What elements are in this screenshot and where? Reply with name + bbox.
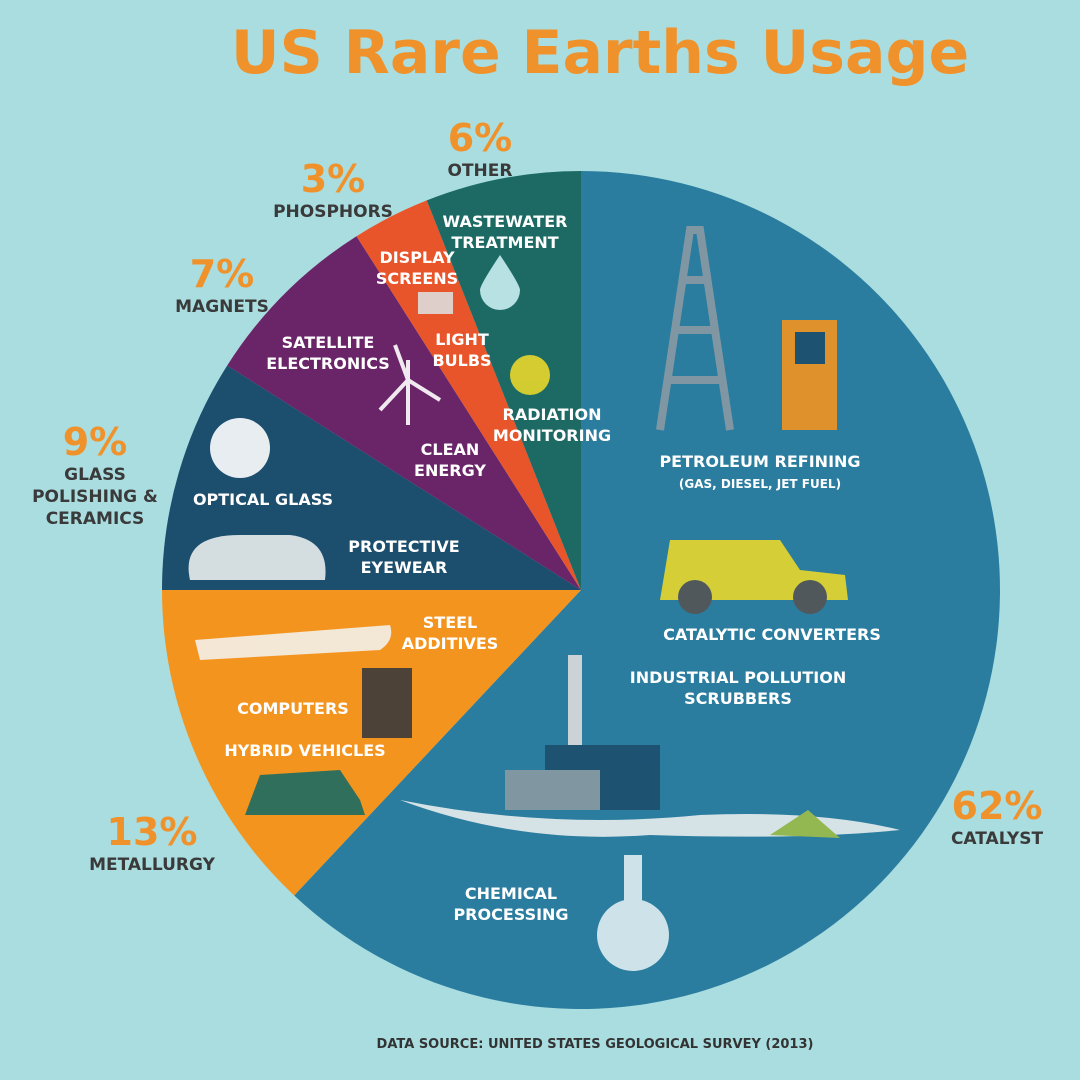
category-label: MAGNETS [175, 297, 269, 317]
pie-slice [227, 236, 581, 590]
pie-slice [356, 200, 581, 590]
annotation: WASTEWATER TREATMENT [442, 212, 568, 252]
annotation: LIGHT BULBS [432, 330, 492, 370]
value-label: 13% [106, 810, 198, 854]
value-label: 6% [447, 116, 513, 160]
pie-slice [162, 365, 581, 590]
annotation: DISPLAY SCREENS [375, 248, 459, 288]
value-label: 3% [300, 157, 366, 201]
annotation: CHEMICAL PROCESSING [453, 884, 569, 924]
annotation: STEEL ADDITIVES [401, 613, 499, 653]
value-label: 9% [62, 420, 128, 464]
chart-title: US Rare Earths Usage [230, 18, 970, 88]
annotation: (GAS, DIESEL, JET FUEL) [678, 477, 842, 491]
annotation: SATELLITE ELECTRONICS [266, 333, 390, 373]
category-label: GLASS POLISHING & CERAMICS [32, 465, 158, 530]
annotation: RADIATION MONITORING [492, 405, 612, 445]
category-label: METALLURGY [89, 855, 215, 875]
pie-slice [162, 590, 581, 896]
annotation: INDUSTRIAL POLLUTION SCRUBBERS [629, 668, 847, 708]
annotation: PETROLEUM REFINING [659, 452, 861, 471]
category-label: PHOSPHORS [273, 202, 393, 222]
annotation: PROTECTIVE EYEWEAR [348, 537, 460, 577]
pie-slice [426, 171, 581, 590]
source-note: DATA SOURCE: UNITED STATES GEOLOGICAL SU… [376, 1037, 814, 1052]
value-label: 62% [951, 784, 1043, 828]
annotation: CATALYTIC CONVERTERS [663, 625, 881, 644]
decor [188, 226, 900, 971]
annotation: COMPUTERS [237, 699, 349, 718]
annotation: HYBRID VEHICLES [224, 741, 386, 760]
annotation: CLEAN ENERGY [414, 440, 486, 480]
category-label: OTHER [447, 161, 513, 181]
category-label: CATALYST [950, 829, 1044, 849]
annotation: OPTICAL GLASS [192, 490, 334, 509]
value-label: 7% [189, 252, 255, 296]
